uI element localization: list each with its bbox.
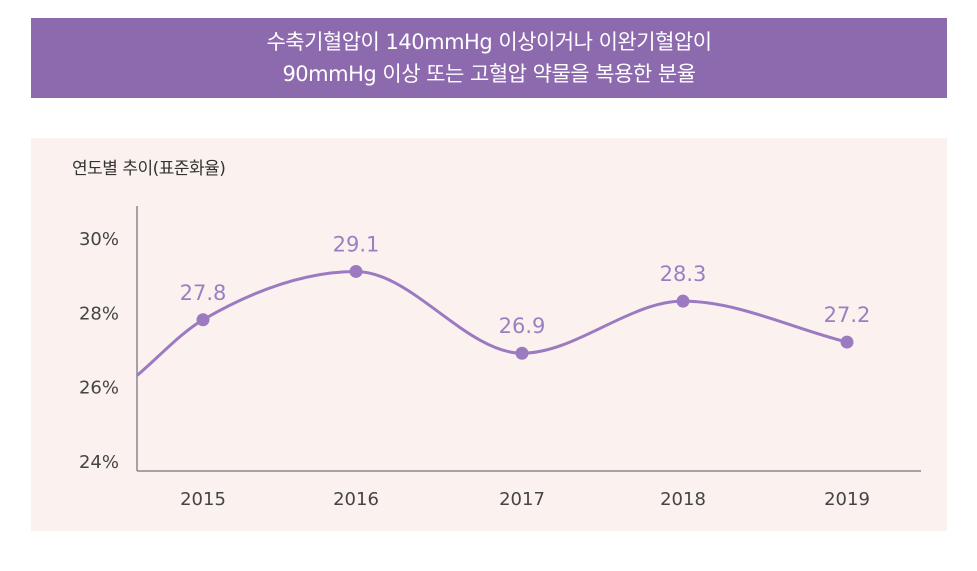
data-point xyxy=(349,264,363,278)
data-label: 29.1 xyxy=(333,232,380,256)
data-label: 28.3 xyxy=(660,262,707,286)
data-label: 27.2 xyxy=(824,303,871,327)
y-tick-label: 30% xyxy=(79,229,119,250)
y-tick-label: 28% xyxy=(79,303,119,324)
x-tick-label: 2015 xyxy=(180,489,226,510)
chart-panel: 연도별 추이(표준화율) 30% 28% 26% 24% 2015 2016 2017 201… xyxy=(31,138,947,531)
data-point xyxy=(515,346,529,360)
x-tick-label: 2018 xyxy=(660,489,706,510)
data-label: 26.9 xyxy=(499,314,546,338)
data-point xyxy=(196,313,210,327)
title-banner: 수축기혈압이 140mmHg 이상이거나 이완기혈압이 90mmHg 이상 또는… xyxy=(31,18,947,98)
data-point xyxy=(840,335,854,349)
y-tick-label: 26% xyxy=(79,378,119,399)
chart-subtitle: 연도별 추이(표준화율) xyxy=(72,159,226,179)
title-line-1: 수축기혈압이 140mmHg 이상이거나 이완기혈압이 xyxy=(266,30,712,54)
y-tick-label: 24% xyxy=(79,452,119,473)
series-line xyxy=(136,269,848,377)
line-chart: 30% 28% 26% 24% 2015 2016 2017 2018 2019 27.8 29.1… xyxy=(79,206,921,510)
data-label: 27.8 xyxy=(180,281,227,305)
x-tick-label: 2016 xyxy=(333,489,379,510)
x-tick-label: 2017 xyxy=(499,489,545,510)
title-line-2: 90mmHg 이상 또는 고혈압 약물을 복용한 분율 xyxy=(282,62,696,86)
data-point xyxy=(676,294,690,308)
x-tick-label: 2019 xyxy=(824,489,870,510)
